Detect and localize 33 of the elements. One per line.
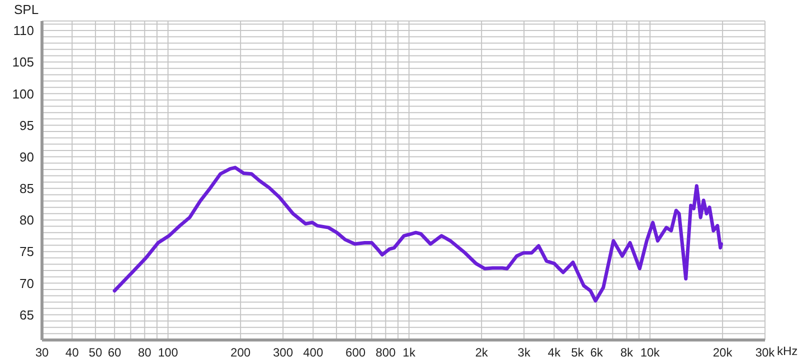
x-tick-label: 30k xyxy=(755,346,776,360)
x-axis-title: kHz xyxy=(777,344,798,358)
x-tick-label: 200 xyxy=(230,346,251,360)
x-tick-label: 20k xyxy=(712,346,734,360)
x-tick-label: 100 xyxy=(158,346,178,360)
x-tick-label: 1k xyxy=(402,346,416,360)
y-tick-label: 85 xyxy=(20,181,34,196)
y-tick-label: 75 xyxy=(20,244,34,260)
x-tick-label: 3k xyxy=(518,346,532,360)
y-tick-label: 80 xyxy=(20,212,34,228)
y-tick-label: 65 xyxy=(20,307,34,322)
y-tick-label: 110 xyxy=(13,23,34,38)
x-tick-label: 300 xyxy=(272,346,294,360)
x-tick-label: 8k xyxy=(620,346,634,360)
x-tick-label: 80 xyxy=(138,346,152,360)
x-tick-label: 30 xyxy=(35,346,49,360)
x-tick-label: 600 xyxy=(346,346,366,360)
x-tick-label: 4k xyxy=(548,346,562,360)
y-tick-label: 90 xyxy=(20,149,34,164)
x-tick-label: 10k xyxy=(640,346,661,360)
x-tick-label: 800 xyxy=(376,346,396,360)
x-tick-label: 400 xyxy=(303,346,324,360)
x-tick-label: 6k xyxy=(590,346,604,360)
y-tick-label: 95 xyxy=(20,118,34,133)
x-tick-label: 50 xyxy=(88,346,102,360)
x-tick-label: 5k xyxy=(571,346,585,360)
y-axis-title: SPL xyxy=(14,2,39,17)
y-tick-label: 100 xyxy=(12,86,34,102)
y-tick-label: 70 xyxy=(20,276,34,291)
y-tick-label: 105 xyxy=(12,54,34,70)
x-tick-label: 2k xyxy=(475,346,489,360)
x-tick-label: 60 xyxy=(108,346,122,360)
x-tick-label: 40 xyxy=(65,346,80,360)
